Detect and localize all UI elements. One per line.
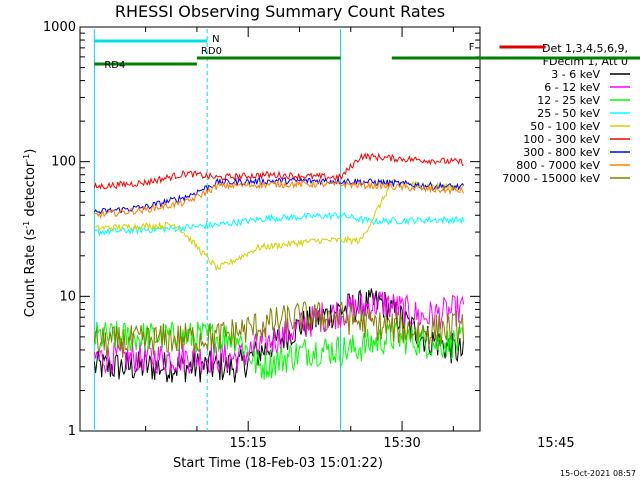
series-line	[94, 179, 465, 220]
attenuator-label: RD4	[104, 60, 125, 71]
y-label-mid: detector	[23, 161, 38, 221]
x-tick-label: 15:30	[383, 436, 420, 451]
legend-entry: 800 - 7000 keV	[516, 159, 600, 172]
series-line	[94, 211, 465, 237]
y-axis-label: Count Rate (s-1 detector-1)	[22, 149, 38, 318]
y-label-main: Count Rate (s	[23, 229, 38, 318]
x-axis-label: Start Time (18-Feb-03 15:01:22)	[173, 456, 383, 471]
legend-entry: 100 - 300 keV	[523, 133, 600, 146]
legend-entry: 12 - 25 keV	[537, 94, 600, 107]
y-label-sup2: -1	[22, 154, 31, 162]
legend-entry: 50 - 100 keV	[530, 120, 600, 133]
series-line	[93, 321, 465, 380]
legend-entry: 6 - 12 keV	[544, 81, 600, 94]
legend-entry: 7000 - 15000 keV	[502, 172, 600, 185]
series-line	[93, 301, 465, 358]
y-tick-label: 100	[51, 155, 76, 170]
plot-area: 110100100015:1515:3015:4516:0016:1516:30…	[43, 20, 640, 451]
series-line	[93, 152, 464, 190]
legend-header-line1: Det 1,3,4,5,6,9,	[542, 42, 628, 55]
y-tick-label: 1	[68, 424, 76, 439]
x-tick-label: 15:15	[229, 436, 266, 451]
legend-entry: 300 - 800 keV	[523, 146, 600, 159]
y-label-end: )	[23, 149, 38, 154]
attenuator-label: RD0	[201, 46, 222, 57]
legend-entry: 25 - 50 keV	[537, 107, 600, 120]
y-tick-label: 10	[59, 289, 76, 304]
generation-timestamp: 15-Oct-2021 08:57	[560, 469, 636, 478]
chart-title: RHESSI Observing Summary Count Rates	[115, 2, 445, 21]
legend-entry: 3 - 6 keV	[551, 68, 600, 81]
series-line	[94, 178, 465, 271]
x-tick-label: 15:45	[537, 436, 574, 451]
series-line	[93, 291, 465, 375]
night-flag-label: N	[212, 34, 219, 45]
y-label-sup1: -1	[22, 221, 31, 229]
plot-frame	[79, 26, 481, 432]
svg-text:Count Rate (s-1 detector-1): Count Rate (s-1 detector-1)	[22, 149, 38, 318]
flare-flag-label: F	[469, 42, 475, 53]
y-tick-label: 1000	[43, 20, 76, 35]
